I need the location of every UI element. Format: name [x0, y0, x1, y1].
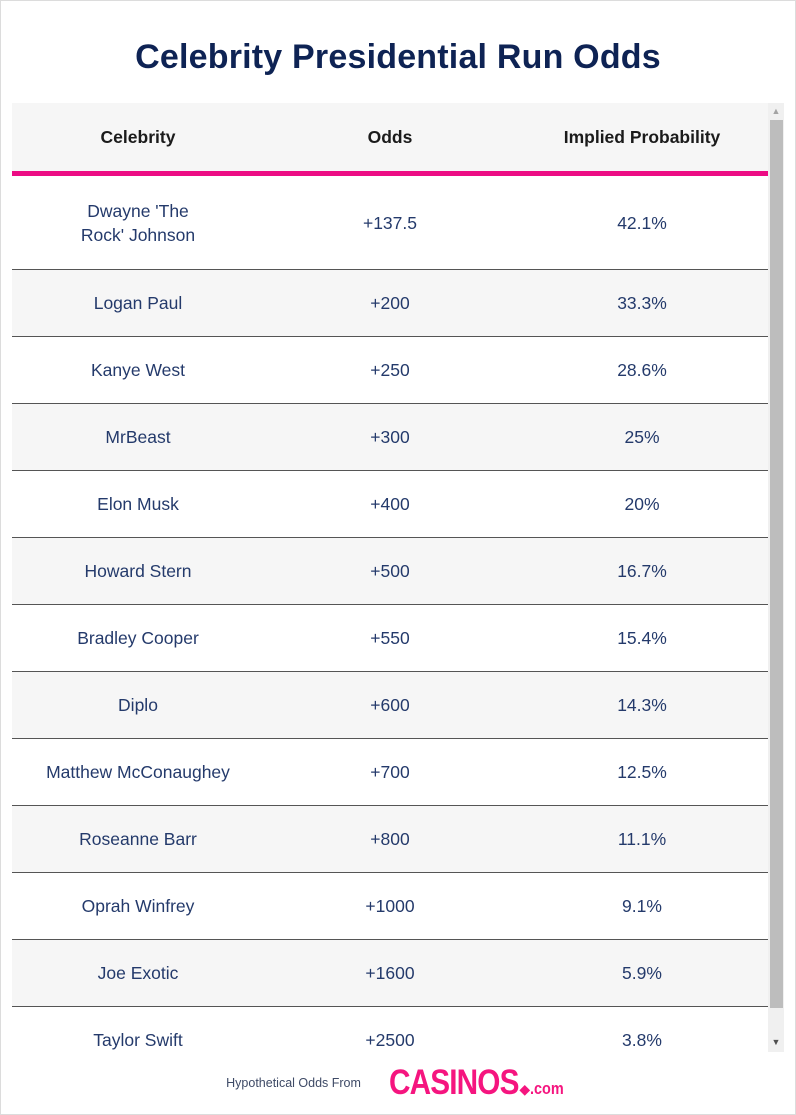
cell-celebrity: MrBeast	[105, 427, 171, 447]
cell-celebrity: Logan Paul	[93, 293, 183, 313]
page-title: Celebrity Presidential Run Odds	[135, 38, 661, 76]
cell-probability: 16.7%	[617, 561, 667, 581]
scroll-down-arrow-icon[interactable]: ▼	[771, 1037, 781, 1047]
cell-odds: +2500	[365, 1030, 415, 1050]
cell-odds: +200	[370, 293, 410, 313]
cell-celebrity: Roseanne Barr	[79, 829, 197, 849]
scrollbar-thumb[interactable]	[770, 120, 783, 1008]
cell-probability: 25%	[624, 427, 660, 447]
table-row: Oprah Winfrey +1000 9.1%	[12, 873, 768, 940]
cell-probability: 15.4%	[617, 628, 667, 648]
table-header: Celebrity Odds Implied Probability	[12, 103, 768, 176]
table-row: Elon Musk +400 20%	[12, 471, 768, 538]
cell-probability: 42.1%	[617, 212, 667, 233]
cell-celebrity: Elon Musk	[97, 494, 179, 514]
column-header-celebrity: Celebrity	[100, 126, 176, 147]
cell-celebrity: Taylor Swift	[93, 1030, 183, 1050]
cell-probability: 14.3%	[617, 695, 667, 715]
cell-celebrity: Bradley Cooper	[77, 628, 199, 648]
cell-odds: +137.5	[362, 212, 417, 233]
casinos-logo[interactable]: CASINOS ◆ .com	[389, 1063, 570, 1103]
footer-attribution: Hypothetical Odds From CASINOS ◆ .com	[0, 1062, 796, 1104]
diamond-icon: ◆	[519, 1081, 531, 1097]
cell-probability: 20%	[624, 494, 660, 514]
cell-probability: 5.9%	[622, 963, 662, 983]
odds-table: Celebrity Odds Implied Probability Dwayn…	[12, 103, 768, 1052]
cell-probability: 33.3%	[617, 293, 667, 313]
table-row: Taylor Swift +2500 3.8%	[12, 1007, 768, 1052]
table-row: Diplo +600 14.3%	[12, 672, 768, 739]
logo-wordmark: CASINOS	[388, 1063, 519, 1102]
cell-odds: +400	[370, 494, 410, 514]
cell-odds: +700	[370, 762, 410, 782]
vertical-scrollbar[interactable]: ▲ ▼	[768, 103, 784, 1052]
cell-celebrity: Howard Stern	[84, 561, 192, 581]
cell-probability: 3.8%	[622, 1030, 662, 1050]
table-row: Dwayne 'The Rock' Johnson +137.5 42.1%	[12, 176, 768, 270]
table-row: Joe Exotic +1600 5.9%	[12, 940, 768, 1007]
cell-celebrity: Oprah Winfrey	[81, 896, 195, 916]
cell-probability: 11.1%	[617, 829, 667, 849]
cell-celebrity: Matthew McConaughey	[46, 762, 230, 782]
cell-probability: 12.5%	[617, 762, 667, 782]
cell-celebrity: Joe Exotic	[97, 963, 179, 983]
column-header-probability: Implied Probability	[563, 126, 721, 147]
table-row: Kanye West +250 28.6%	[12, 337, 768, 404]
cell-odds: +1000	[365, 896, 415, 916]
table-row: Bradley Cooper +550 15.4%	[12, 605, 768, 672]
table-row: Howard Stern +500 16.7%	[12, 538, 768, 605]
table-row: Matthew McConaughey +700 12.5%	[12, 739, 768, 806]
table-row: Logan Paul +200 33.3%	[12, 270, 768, 337]
table-row: Roseanne Barr +800 11.1%	[12, 806, 768, 873]
attribution-text: Hypothetical Odds From	[226, 1076, 361, 1090]
cell-odds: +500	[370, 561, 410, 581]
logo-tld: .com	[530, 1079, 564, 1098]
cell-probability: 28.6%	[617, 360, 667, 380]
cell-odds: +1600	[365, 963, 415, 983]
cell-probability: 9.1%	[622, 896, 662, 916]
cell-celebrity: Kanye West	[90, 360, 186, 380]
cell-celebrity: Dwayne 'The Rock' Johnson	[80, 200, 196, 245]
cell-odds: +250	[370, 360, 410, 380]
cell-odds: +300	[370, 427, 410, 447]
cell-celebrity: Diplo	[118, 695, 158, 715]
table-row: MrBeast +300 25%	[12, 404, 768, 471]
column-header-odds: Odds	[367, 126, 413, 147]
odds-table-scroll-area[interactable]: Celebrity Odds Implied Probability Dwayn…	[12, 103, 784, 1052]
cell-odds: +600	[370, 695, 410, 715]
cell-odds: +800	[370, 829, 410, 849]
cell-odds: +550	[370, 628, 410, 648]
scroll-up-arrow-icon[interactable]: ▲	[771, 106, 781, 116]
